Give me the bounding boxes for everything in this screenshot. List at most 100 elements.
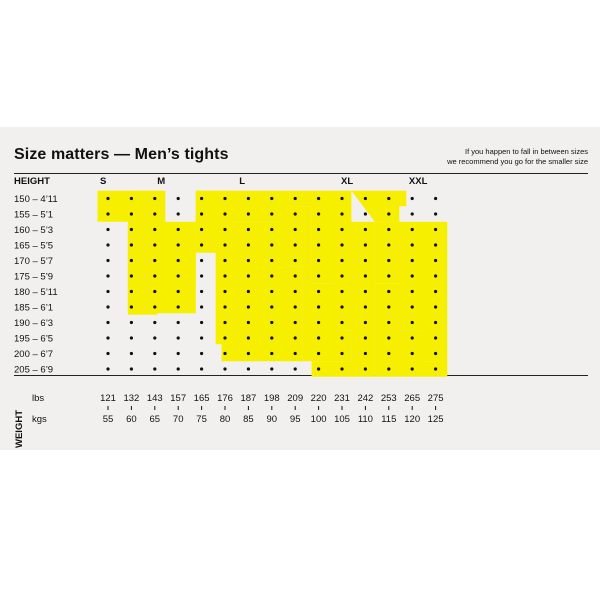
grid-dot bbox=[106, 274, 110, 278]
grid-dot bbox=[129, 320, 133, 325]
grid-dot bbox=[176, 336, 180, 340]
grid-dot bbox=[246, 320, 250, 325]
lbs-value: 132 bbox=[123, 393, 139, 404]
grid-dot bbox=[223, 258, 227, 263]
grid-dot bbox=[293, 227, 297, 232]
lbs-value: 143 bbox=[147, 393, 163, 404]
grid-dot bbox=[223, 351, 227, 356]
grid-dot bbox=[340, 274, 344, 278]
grid-dot bbox=[246, 367, 250, 371]
grid-dot bbox=[363, 227, 367, 232]
grid-dot bbox=[246, 227, 250, 232]
grid-dot bbox=[293, 336, 297, 340]
grid-dot bbox=[363, 336, 367, 340]
grid-dot bbox=[106, 367, 110, 371]
lbs-value: 242 bbox=[357, 393, 373, 404]
grid-dot bbox=[176, 305, 180, 309]
grid-dot bbox=[410, 212, 414, 216]
grid-dot bbox=[270, 305, 274, 309]
grid-dot bbox=[129, 336, 133, 340]
grid-dot bbox=[387, 351, 391, 356]
grid-dot bbox=[200, 196, 204, 201]
grid-dot bbox=[317, 367, 321, 371]
grid-dot bbox=[340, 212, 344, 216]
grid-dot bbox=[129, 351, 133, 356]
sizing-note: If you happen to fall in between sizes w… bbox=[447, 147, 588, 167]
grid-dot bbox=[246, 305, 250, 309]
chart-title: Size matters — Men’s tights bbox=[14, 146, 229, 163]
grid-dot bbox=[340, 258, 344, 263]
grid-dot bbox=[410, 320, 414, 325]
height-row-label: 190 – 6’3 bbox=[14, 318, 53, 329]
height-row-label: 170 – 5’7 bbox=[14, 256, 53, 267]
grid-dot bbox=[434, 351, 438, 356]
grid-dot bbox=[293, 274, 297, 278]
grid-dot bbox=[106, 336, 110, 340]
grid-dot bbox=[410, 227, 414, 232]
grid-dot bbox=[387, 320, 391, 325]
kgs-value: 125 bbox=[428, 414, 444, 425]
grid-dot bbox=[129, 274, 133, 278]
lbs-value: 157 bbox=[170, 393, 186, 404]
bottom-divider bbox=[14, 375, 588, 376]
grid-dot bbox=[340, 367, 344, 371]
grid-dot bbox=[200, 305, 204, 309]
grid-dot bbox=[410, 351, 414, 356]
grid-dot bbox=[270, 274, 274, 278]
kgs-value: 55 bbox=[103, 414, 114, 425]
kgs-value: 65 bbox=[150, 414, 161, 425]
grid-dot bbox=[106, 289, 110, 294]
grid-dot bbox=[223, 289, 227, 294]
grid-dot bbox=[200, 274, 204, 278]
grid-dot bbox=[270, 196, 274, 201]
size-band-region-6 bbox=[351, 190, 407, 222]
grid-dot bbox=[293, 320, 297, 325]
grid-dot bbox=[317, 305, 321, 309]
grid-dot bbox=[153, 351, 157, 356]
grid-dot bbox=[200, 289, 204, 294]
grid-dot bbox=[363, 351, 367, 356]
grid-dot bbox=[270, 351, 274, 356]
grid-dot bbox=[176, 258, 180, 263]
grid-dot bbox=[246, 243, 250, 247]
grid-dot bbox=[129, 367, 133, 371]
grid-dot bbox=[129, 305, 133, 309]
grid-dot bbox=[317, 227, 321, 232]
grid-dot bbox=[223, 320, 227, 325]
grid-dot bbox=[153, 367, 157, 371]
grid-dot bbox=[270, 243, 274, 247]
grid-dot bbox=[410, 305, 414, 309]
grid-dot bbox=[410, 258, 414, 263]
grid-dot bbox=[129, 289, 133, 294]
grid-dot bbox=[246, 289, 250, 294]
height-row-label: 165 – 5’5 bbox=[14, 241, 53, 252]
grid-dot bbox=[363, 367, 367, 371]
grid-dot bbox=[106, 227, 110, 232]
grid-dot bbox=[387, 274, 391, 278]
grid-dot bbox=[176, 351, 180, 356]
sizing-note-line-2: we recommend you go for the smaller size bbox=[447, 157, 588, 166]
grid-dot bbox=[176, 274, 180, 278]
grid-dot bbox=[340, 289, 344, 294]
size-header-s: S bbox=[100, 176, 106, 187]
grid-dot bbox=[363, 305, 367, 309]
grid-dot bbox=[434, 258, 438, 263]
height-row-label: 175 – 5’9 bbox=[14, 272, 53, 283]
grid-dot bbox=[317, 258, 321, 263]
height-row-label: 200 – 6’7 bbox=[14, 349, 53, 360]
grid-dot bbox=[223, 274, 227, 278]
grid-dot bbox=[246, 258, 250, 263]
grid-dot bbox=[434, 367, 438, 371]
lbs-value: 121 bbox=[100, 393, 116, 404]
grid-dot bbox=[106, 243, 110, 247]
grid-dot bbox=[317, 274, 321, 278]
top-divider bbox=[14, 173, 588, 174]
kgs-value: 115 bbox=[381, 414, 396, 425]
grid-dot bbox=[363, 196, 367, 201]
kgs-value: 85 bbox=[243, 414, 254, 425]
grid-dot bbox=[106, 320, 110, 325]
kgs-value: 80 bbox=[220, 414, 231, 425]
grid-dot bbox=[317, 243, 321, 247]
grid-dot bbox=[434, 227, 438, 232]
size-band-region-2 bbox=[127, 190, 196, 314]
